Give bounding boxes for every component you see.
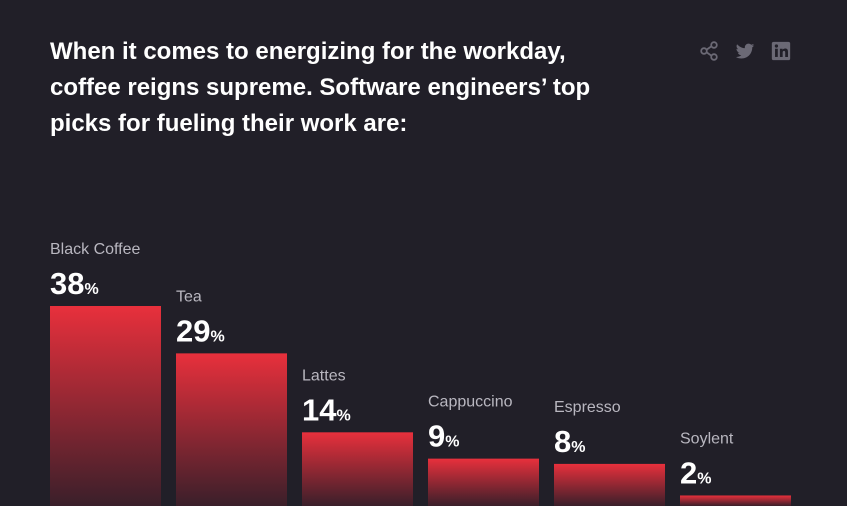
bar-espresso [554, 463, 665, 506]
category-label: Cappuccino [428, 394, 513, 411]
bar-soylent [680, 495, 791, 506]
twitter-icon[interactable] [734, 40, 756, 62]
value-label: 9% [428, 419, 459, 454]
value-label: 8% [554, 424, 585, 459]
bar-lattes [302, 432, 413, 506]
category-label: Espresso [554, 399, 621, 416]
category-label: Lattes [302, 367, 346, 384]
value-label: 14% [302, 392, 351, 427]
bars-group: 38% Black Coffee 29% Tea 14% Lattes 9% Cappucci… [50, 241, 791, 506]
share-bar [698, 40, 792, 62]
category-label: Soylent [680, 430, 734, 447]
headline: When it comes to energizing for the work… [50, 38, 591, 137]
value-label: 2% [680, 455, 711, 490]
value-label: 38% [50, 266, 99, 301]
bar-black-coffee [50, 306, 161, 506]
bar-tea [176, 353, 287, 506]
linkedin-icon[interactable] [770, 40, 792, 62]
share-icon[interactable] [698, 40, 720, 62]
bar-cappuccino [428, 458, 539, 506]
category-label: Black Coffee [50, 241, 141, 258]
category-label: Tea [176, 288, 202, 305]
value-label: 29% [176, 313, 225, 348]
